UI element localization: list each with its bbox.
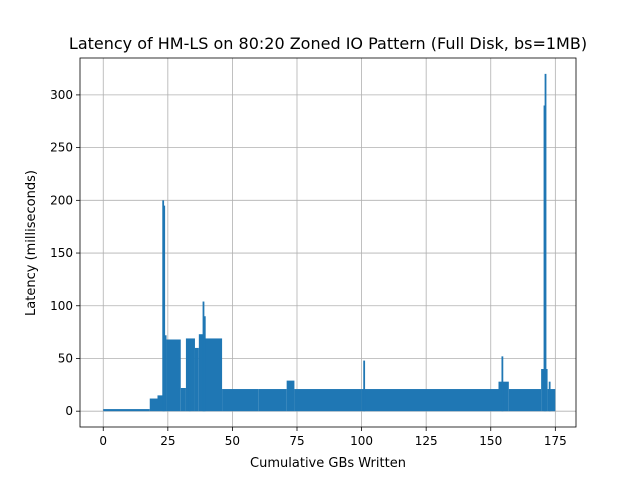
series-band-16 [508, 389, 542, 412]
x-tick-label-3: 75 [289, 434, 304, 448]
x-tick-label-0: 0 [99, 434, 107, 448]
y-tick-label-4: 200 [50, 193, 73, 207]
series-band-9 [204, 338, 223, 412]
x-axis-label: Cumulative GBs Written [250, 456, 406, 471]
y-tick-label-5: 250 [50, 141, 73, 155]
series-band-11 [258, 389, 287, 412]
y-tick-label-0: 0 [65, 404, 73, 418]
series-band-7 [194, 347, 199, 412]
x-tick-label-7: 175 [544, 434, 567, 448]
y-tick-label-6: 300 [50, 88, 73, 102]
data-series [103, 73, 556, 412]
series-band-8 [198, 334, 204, 412]
x-tick-label-5: 125 [415, 434, 438, 448]
x-tick-label-2: 50 [225, 434, 240, 448]
series-band-14 [361, 389, 499, 412]
x-tick-label-1: 25 [160, 434, 175, 448]
series-band-5 [180, 387, 186, 412]
x-tick-label-4: 100 [350, 434, 373, 448]
chart-title: Latency of HM-LS on 80:20 Zoned IO Patte… [69, 34, 587, 53]
y-tick-label-3: 150 [50, 246, 73, 260]
series-band-13 [294, 389, 362, 412]
series-band-0 [103, 409, 150, 412]
axes: 0 25 50 75 100 125 150 175 0 50 100 150 200 250 300 [50, 57, 577, 448]
series-band-15 [498, 381, 509, 412]
series-band-1 [149, 398, 158, 412]
series-band-2 [157, 395, 163, 412]
series-band-4 [166, 339, 181, 412]
series-band-12 [286, 380, 295, 412]
plot-frame [79, 57, 577, 428]
y-axis-label: Latency (milliseconds) [24, 170, 39, 316]
x-tick-label-6: 150 [479, 434, 502, 448]
y-tick-label-1: 50 [58, 351, 73, 365]
series-band-18 [547, 389, 556, 412]
series-band-10 [222, 389, 259, 412]
y-tick-label-2: 100 [50, 299, 73, 313]
